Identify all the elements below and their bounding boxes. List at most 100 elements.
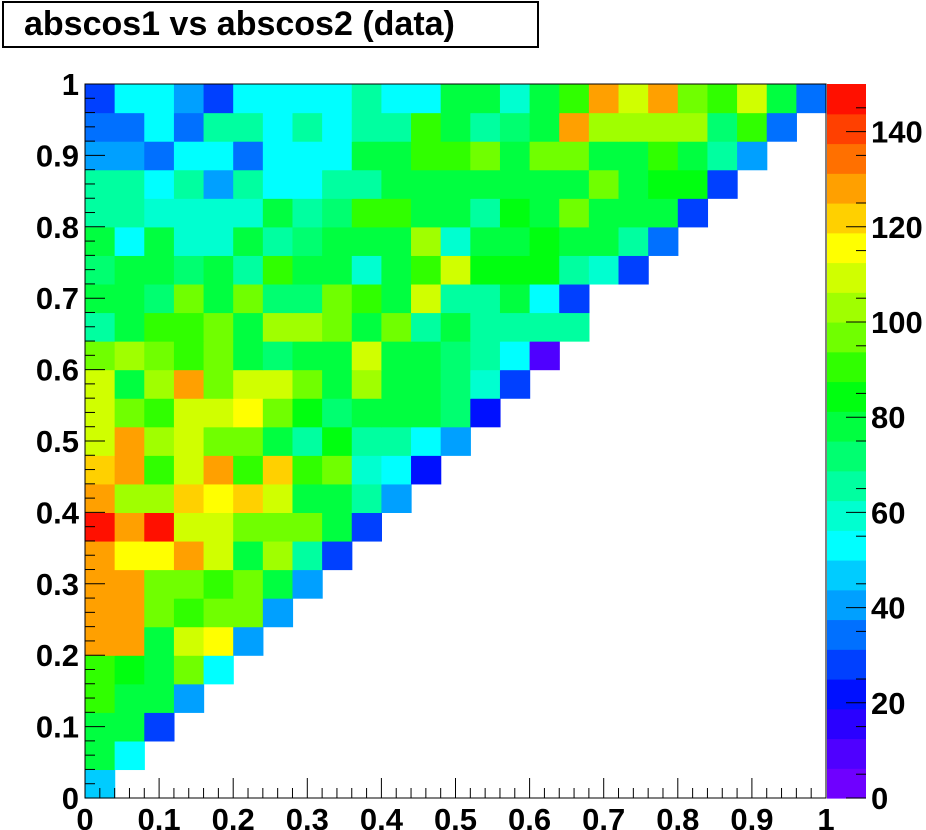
heatmap-cell (173, 655, 205, 685)
x-tick-label: 0 (76, 802, 93, 830)
heatmap-cell (499, 283, 531, 314)
heatmap-cell (203, 512, 234, 542)
heatmap-cell (114, 626, 145, 656)
heatmap-cell (203, 569, 234, 599)
x-tick-label: 0.4 (360, 802, 404, 830)
heatmap-cell (648, 112, 679, 142)
chart-title: abscos1 vs abscos2 (data) (24, 5, 455, 43)
heatmap-cell (351, 198, 382, 228)
heatmap-cell (233, 398, 264, 428)
colorbar-tick-label: 120 (871, 210, 923, 245)
heatmap-cell (233, 569, 264, 599)
heatmap-cell (440, 226, 471, 256)
heatmap-cell (381, 84, 412, 114)
heatmap-cell (292, 426, 323, 456)
heatmap-cell (470, 226, 501, 256)
heatmap-cell (351, 455, 382, 485)
heatmap-cell (351, 512, 382, 542)
heatmap-cell (173, 226, 205, 256)
heatmap-cell (233, 312, 264, 342)
heatmap-cell (470, 312, 501, 342)
colorbar-swatch (827, 351, 866, 383)
heatmap-cell (144, 169, 175, 199)
heatmap-cell (618, 169, 649, 199)
heatmap-cell (114, 226, 145, 256)
heatmap-cell (203, 198, 234, 228)
heatmap-cell (677, 198, 709, 228)
colorbar-swatch (827, 679, 866, 710)
heatmap-cell (144, 112, 175, 142)
heatmap-cell (203, 455, 234, 485)
heatmap-cell (322, 341, 353, 371)
heatmap-cell (411, 169, 442, 199)
heatmap-cell (173, 398, 205, 428)
heatmap-cell (470, 283, 501, 314)
heatmap-cell (440, 369, 471, 399)
heatmap-cell (144, 312, 175, 342)
heatmap-cell (322, 112, 353, 142)
heatmap-cell (233, 598, 264, 628)
heatmap-cell (203, 255, 234, 285)
heatmap-cell (262, 226, 294, 256)
heatmap-cell (351, 283, 382, 314)
heatmap-cell (618, 226, 649, 256)
heatmap-cell (144, 540, 175, 571)
heatmap-cell (173, 141, 205, 171)
heatmap-cell (203, 626, 234, 656)
heatmap-cell (233, 540, 264, 571)
heatmap-cell (440, 312, 471, 342)
heatmap-cell (114, 255, 145, 285)
heatmap-cell (114, 683, 145, 713)
heatmap-cell (114, 712, 145, 742)
heatmap-cell (292, 369, 323, 399)
heatmap-cell (262, 569, 294, 599)
heatmap-cell (351, 483, 382, 513)
heatmap-cell (203, 341, 234, 371)
heatmap-cell (173, 369, 205, 399)
heatmap-cell (499, 169, 531, 199)
heatmap-cell (262, 283, 294, 314)
y-tick-label: 0.2 (36, 638, 79, 673)
heatmap-cell (203, 540, 234, 571)
heatmap-cell (322, 226, 353, 256)
heatmap-cell (144, 398, 175, 428)
heatmap-cell (233, 455, 264, 485)
colorbar-swatch (827, 411, 866, 442)
heatmap-cell (173, 112, 205, 142)
heatmap-cell (588, 112, 620, 142)
heatmap-cell (381, 255, 412, 285)
heatmap-cell (144, 255, 175, 285)
heatmap-cell (648, 169, 679, 199)
heatmap-cell (707, 112, 738, 142)
heatmap-cell (144, 712, 175, 742)
heatmap-cell (381, 141, 412, 171)
heatmap-cell (411, 112, 442, 142)
heatmap-cell (173, 198, 205, 228)
colorbar-swatch (827, 470, 866, 502)
heatmap-cell (381, 483, 412, 513)
heatmap-cell (707, 84, 738, 114)
heatmap-cell (203, 426, 234, 456)
heatmap-cell (114, 598, 145, 628)
colorbar-tick-label: 20 (871, 686, 905, 721)
heatmap-cell (529, 141, 560, 171)
y-tick-label: 0.4 (36, 495, 80, 530)
x-tick-label: 0.3 (286, 802, 329, 830)
heatmap-cell (114, 655, 145, 685)
heatmap-cell (262, 169, 294, 199)
heatmap-cell (351, 426, 382, 456)
heatmap-cell (322, 312, 353, 342)
heatmap-cell (381, 169, 412, 199)
heatmap-cell (618, 255, 649, 285)
heatmap-cell (144, 569, 175, 599)
y-tick-label: 0.7 (36, 281, 79, 316)
x-tick-label: 1 (817, 802, 834, 830)
heatmap-cell (411, 255, 442, 285)
heatmap-cell (411, 426, 442, 456)
heatmap-cell (114, 283, 145, 314)
heatmap-cell (233, 112, 264, 142)
heatmap-cell (677, 169, 709, 199)
heatmap-cell (292, 455, 323, 485)
heatmap-cell (351, 112, 382, 142)
